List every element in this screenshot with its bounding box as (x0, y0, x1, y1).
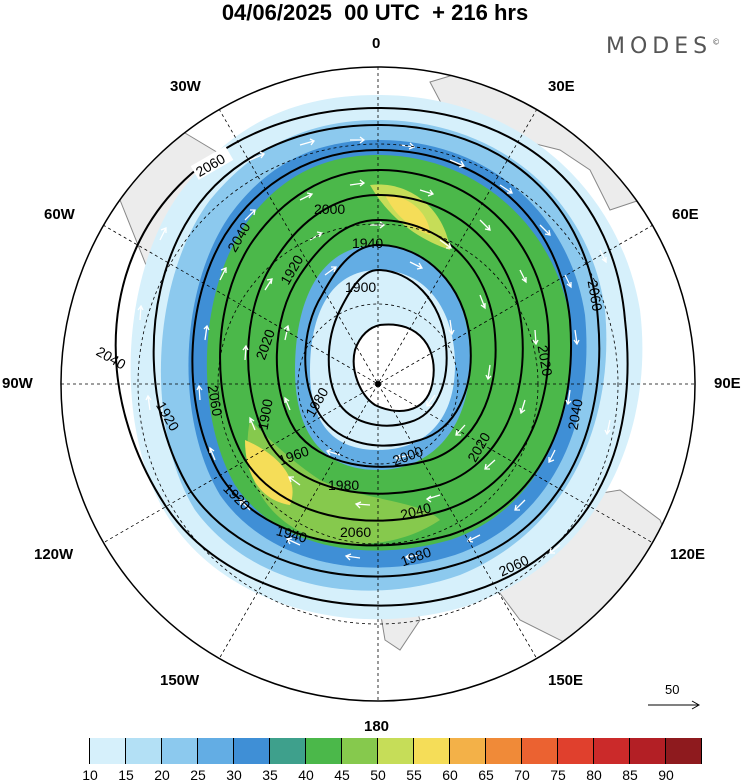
colorbar-tick-label: 70 (514, 767, 530, 783)
colorbar-swatch (270, 738, 306, 764)
colorbar-tick-label: 55 (406, 767, 422, 783)
brand-logo: MODES© (606, 34, 720, 59)
pole-marker (375, 381, 381, 387)
colorbar-tick-label: 25 (190, 767, 206, 783)
contour-label: 2040 (94, 343, 129, 373)
colorbar-tick-label: 60 (442, 767, 458, 783)
lon-label-120w: 120W (34, 546, 74, 563)
map-title: 04/06/2025 00 UTC + 216 hrs (221, 0, 529, 25)
colorbar-swatch (54, 738, 90, 764)
colorbar-swatch (486, 738, 522, 764)
colorbar-tick-label: 10 (82, 767, 98, 783)
contour-label: 1980 (328, 477, 359, 493)
contour-label: 1940 (275, 522, 309, 546)
lon-label-30e: 30E (548, 78, 575, 95)
colorbar-tick-label: 65 (478, 767, 494, 783)
height-contours (114, 106, 629, 607)
lon-label-90e: 90E (714, 375, 741, 392)
globe-border (60, 66, 696, 702)
colorbar-swatch (414, 738, 450, 764)
contour-label: 2040 (399, 499, 433, 523)
colorbar-swatch (630, 738, 666, 764)
wind-band-50 (247, 420, 440, 544)
colorbar-swatch (306, 738, 342, 764)
reference-arrow-head (691, 700, 701, 710)
colorbar-tick-label: 35 (262, 767, 278, 783)
colorbar-swatch (522, 738, 558, 764)
colorbar-swatch (450, 738, 486, 764)
lon-label-90w: 90W (2, 375, 33, 392)
colorbar-swatch (342, 738, 378, 764)
contour-label: 1940 (352, 235, 383, 251)
lon-label-180: 180 (364, 718, 390, 735)
colorbar-tick-label: 90 (658, 767, 674, 783)
colorbar-tick-label: 50 (370, 767, 386, 783)
wind-band-55 (245, 440, 293, 505)
contour-label: 1900 (345, 279, 376, 295)
contour-label: 2060 (585, 279, 606, 313)
lon-label-120e: 120E (670, 546, 706, 563)
colorbar-swatch (90, 738, 126, 764)
brand-mark: © (712, 37, 721, 47)
contour-label: 1900 (255, 398, 276, 432)
contour-label: 2060 (340, 524, 371, 540)
graticule (61, 67, 695, 701)
colorbar-tick-label: 85 (622, 767, 638, 783)
colorbar-swatch (558, 738, 594, 764)
colorbar-swatch (666, 738, 702, 764)
contour-label: 2040 (565, 398, 586, 432)
colorbar-tick-label: 20 (154, 767, 170, 783)
colorbar-swatch (594, 738, 630, 764)
colorbar-tick-label: 15 (118, 767, 134, 783)
lon-label-60w: 60W (44, 206, 75, 223)
colorbar-tick-label: 75 (550, 767, 566, 783)
lon-label-150w: 150W (160, 672, 200, 689)
wind-core-ne-max (385, 195, 430, 235)
colorbar-swatch (234, 738, 270, 764)
colorbar-swatch (162, 738, 198, 764)
colorbar-swatch (198, 738, 234, 764)
vector-reference-label: 50 (665, 682, 680, 697)
colorbar-tick-label: 40 (298, 767, 314, 783)
colorbar-tick-label: 80 (586, 767, 602, 783)
brand-text: MODES (606, 34, 713, 59)
contour-label: 2060 (205, 384, 226, 418)
contour-label: 2020 (535, 344, 556, 378)
lon-label-60e: 60E (672, 206, 699, 223)
lon-label-0: 0 (372, 35, 381, 52)
colorbar-swatch (126, 738, 162, 764)
contour-label: 2000 (314, 201, 345, 217)
lon-label-150e: 150E (548, 672, 584, 689)
wind-vectors (137, 136, 611, 561)
colorbar-tick-label: 45 (334, 767, 350, 783)
antarctica (352, 323, 435, 412)
colorbar-tick-label: 30 (226, 767, 242, 783)
colorbar-swatch (378, 738, 414, 764)
lon-label-30w: 30W (170, 78, 201, 95)
